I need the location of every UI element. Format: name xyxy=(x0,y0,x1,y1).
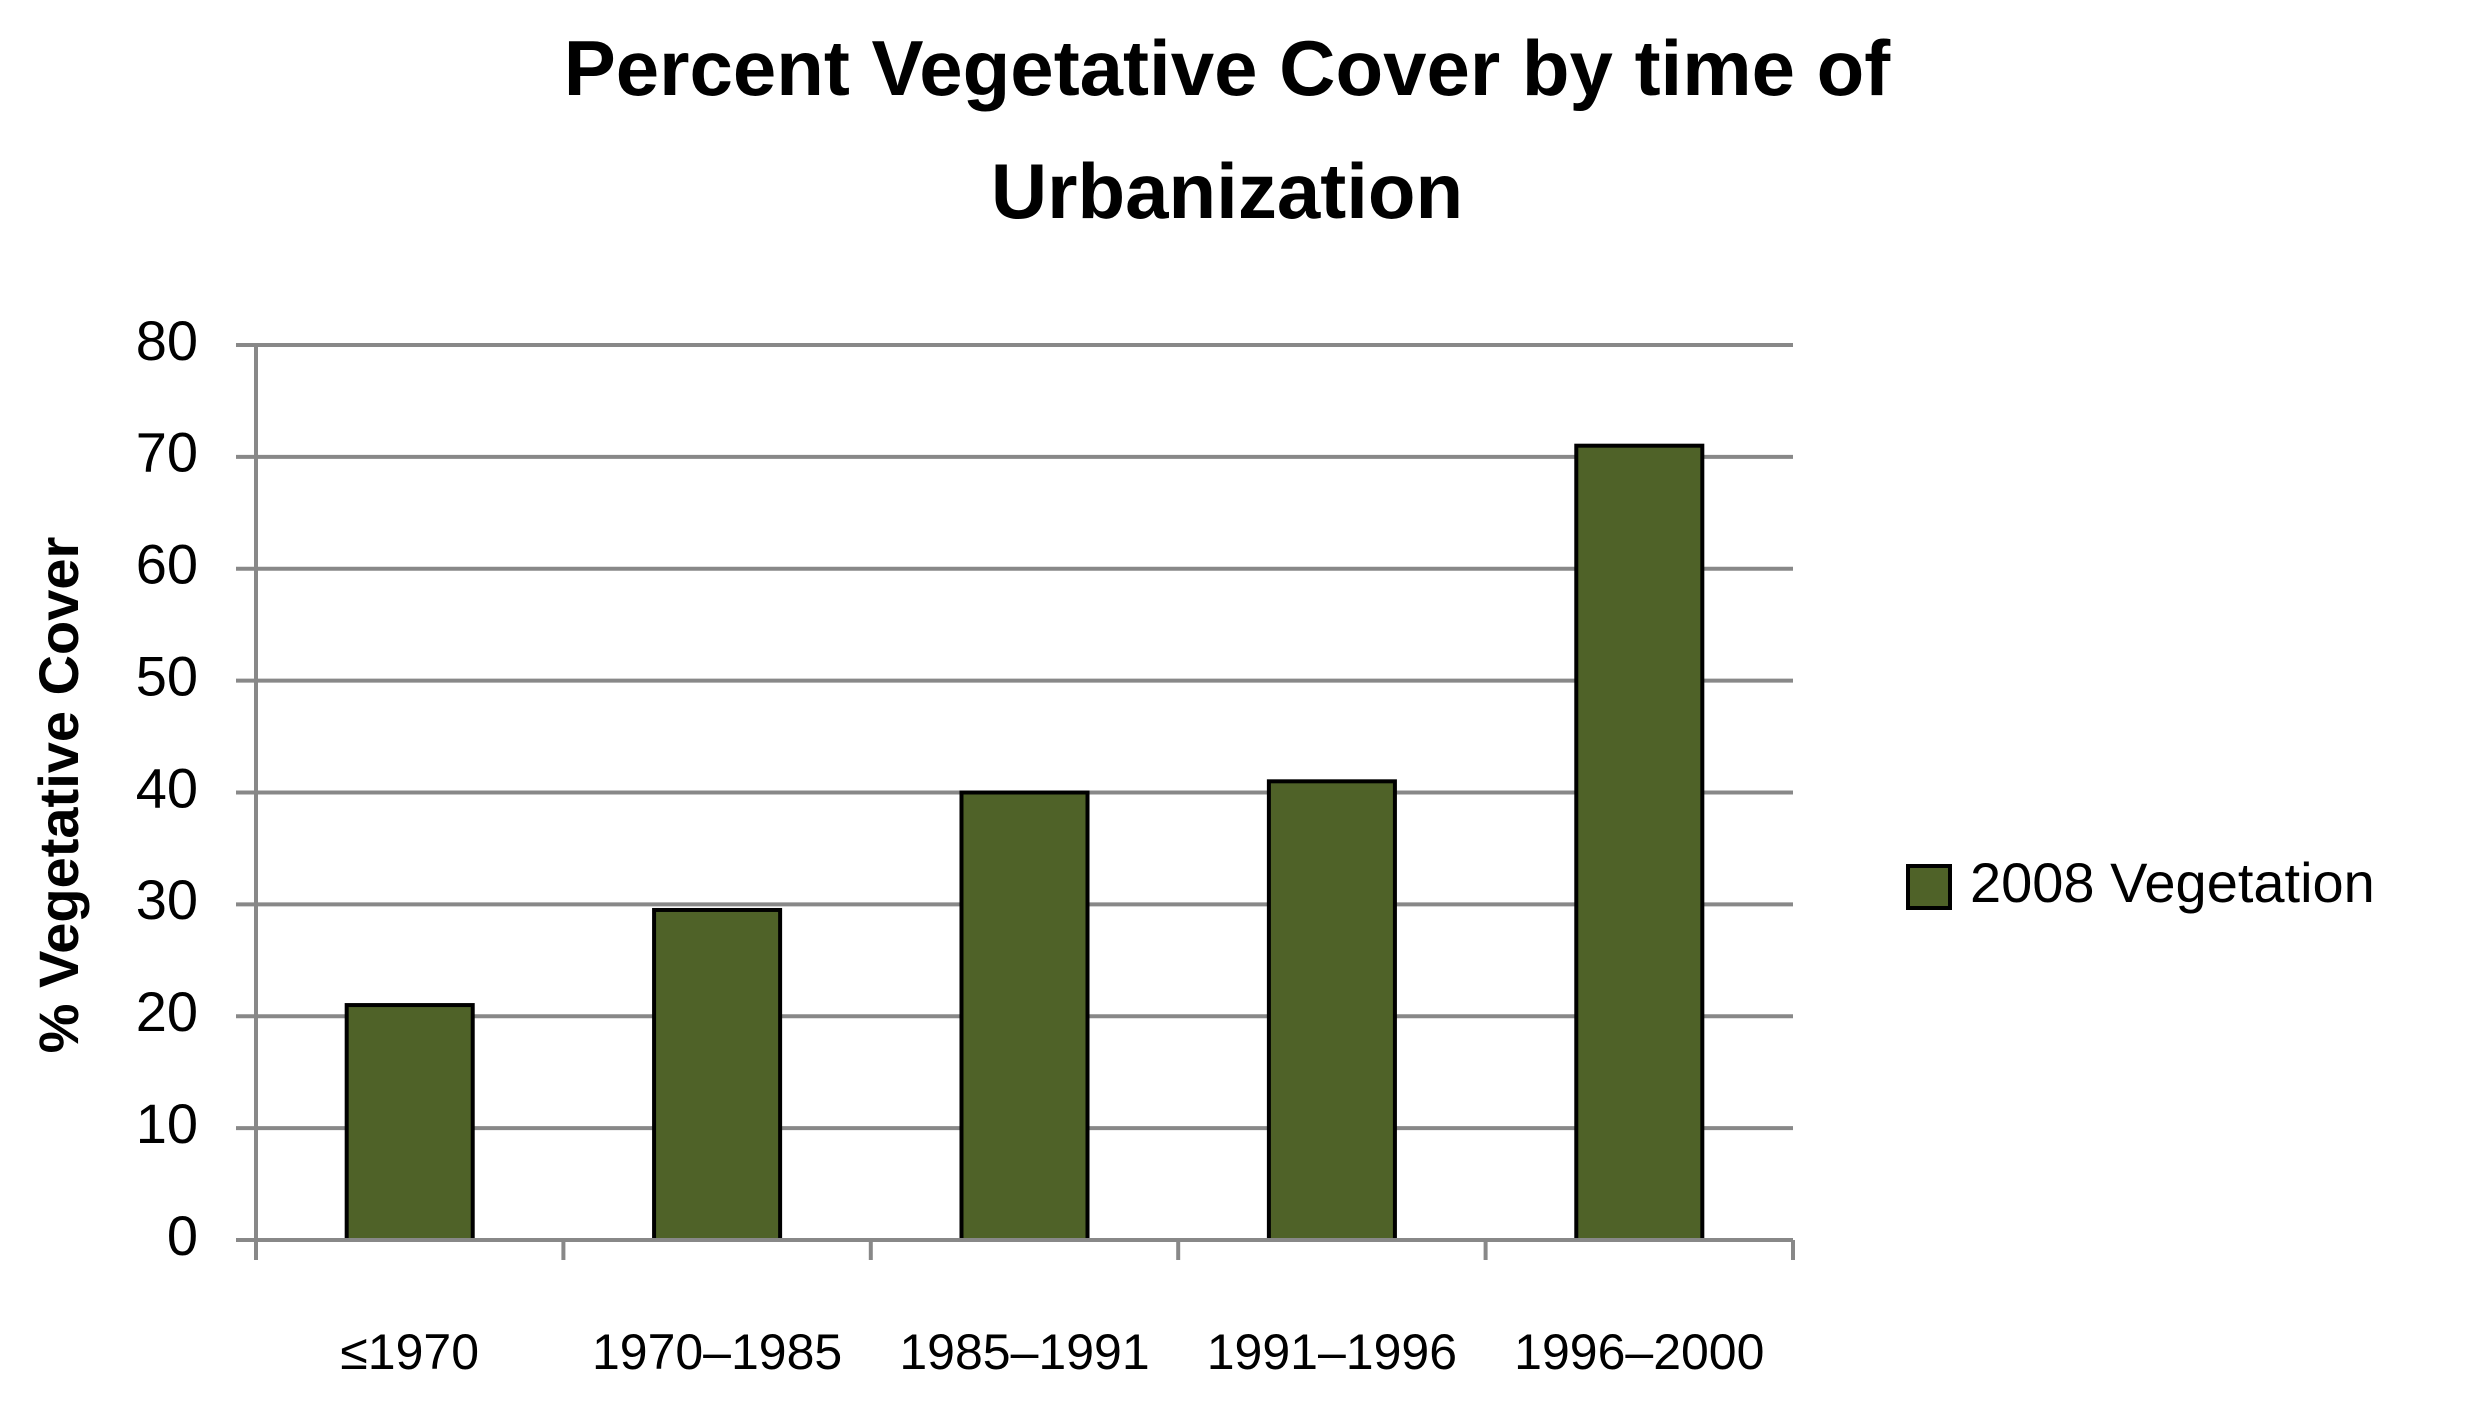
y-tick-label: 80 xyxy=(136,309,198,372)
y-tick-label: 40 xyxy=(136,756,198,819)
y-tick-label: 0 xyxy=(167,1204,198,1267)
y-tick-label: 20 xyxy=(136,980,198,1043)
bar xyxy=(652,907,783,1242)
bar xyxy=(959,790,1090,1242)
x-tick-label: 1970–1985 xyxy=(592,1324,842,1380)
bar xyxy=(1574,443,1705,1242)
y-tick-label: 10 xyxy=(136,1092,198,1155)
y-tick-label: 50 xyxy=(136,644,198,707)
x-tick-label: 1996–2000 xyxy=(1514,1324,1764,1380)
legend-label: 2008 Vegetation xyxy=(1970,851,2375,914)
x-tick-label: ≤1970 xyxy=(340,1324,479,1380)
bar xyxy=(344,1003,475,1242)
y-tick-label: 30 xyxy=(136,868,198,931)
chart-title: Percent Vegetative Cover by time of Urban… xyxy=(564,24,1892,235)
legend-swatch xyxy=(1906,864,1952,910)
x-labels: ≤1970 1970–1985 1985–1991 1991–1996 1996–200… xyxy=(340,1324,1764,1380)
x-tick-label: 1991–1996 xyxy=(1207,1324,1457,1380)
bar xyxy=(1266,779,1397,1242)
y-tick-label: 70 xyxy=(136,421,198,484)
y-tick-label: 60 xyxy=(136,533,198,596)
y-axis-title: % Vegetative Cover xyxy=(27,537,90,1054)
x-tick-label: 1985–1991 xyxy=(899,1324,1149,1380)
